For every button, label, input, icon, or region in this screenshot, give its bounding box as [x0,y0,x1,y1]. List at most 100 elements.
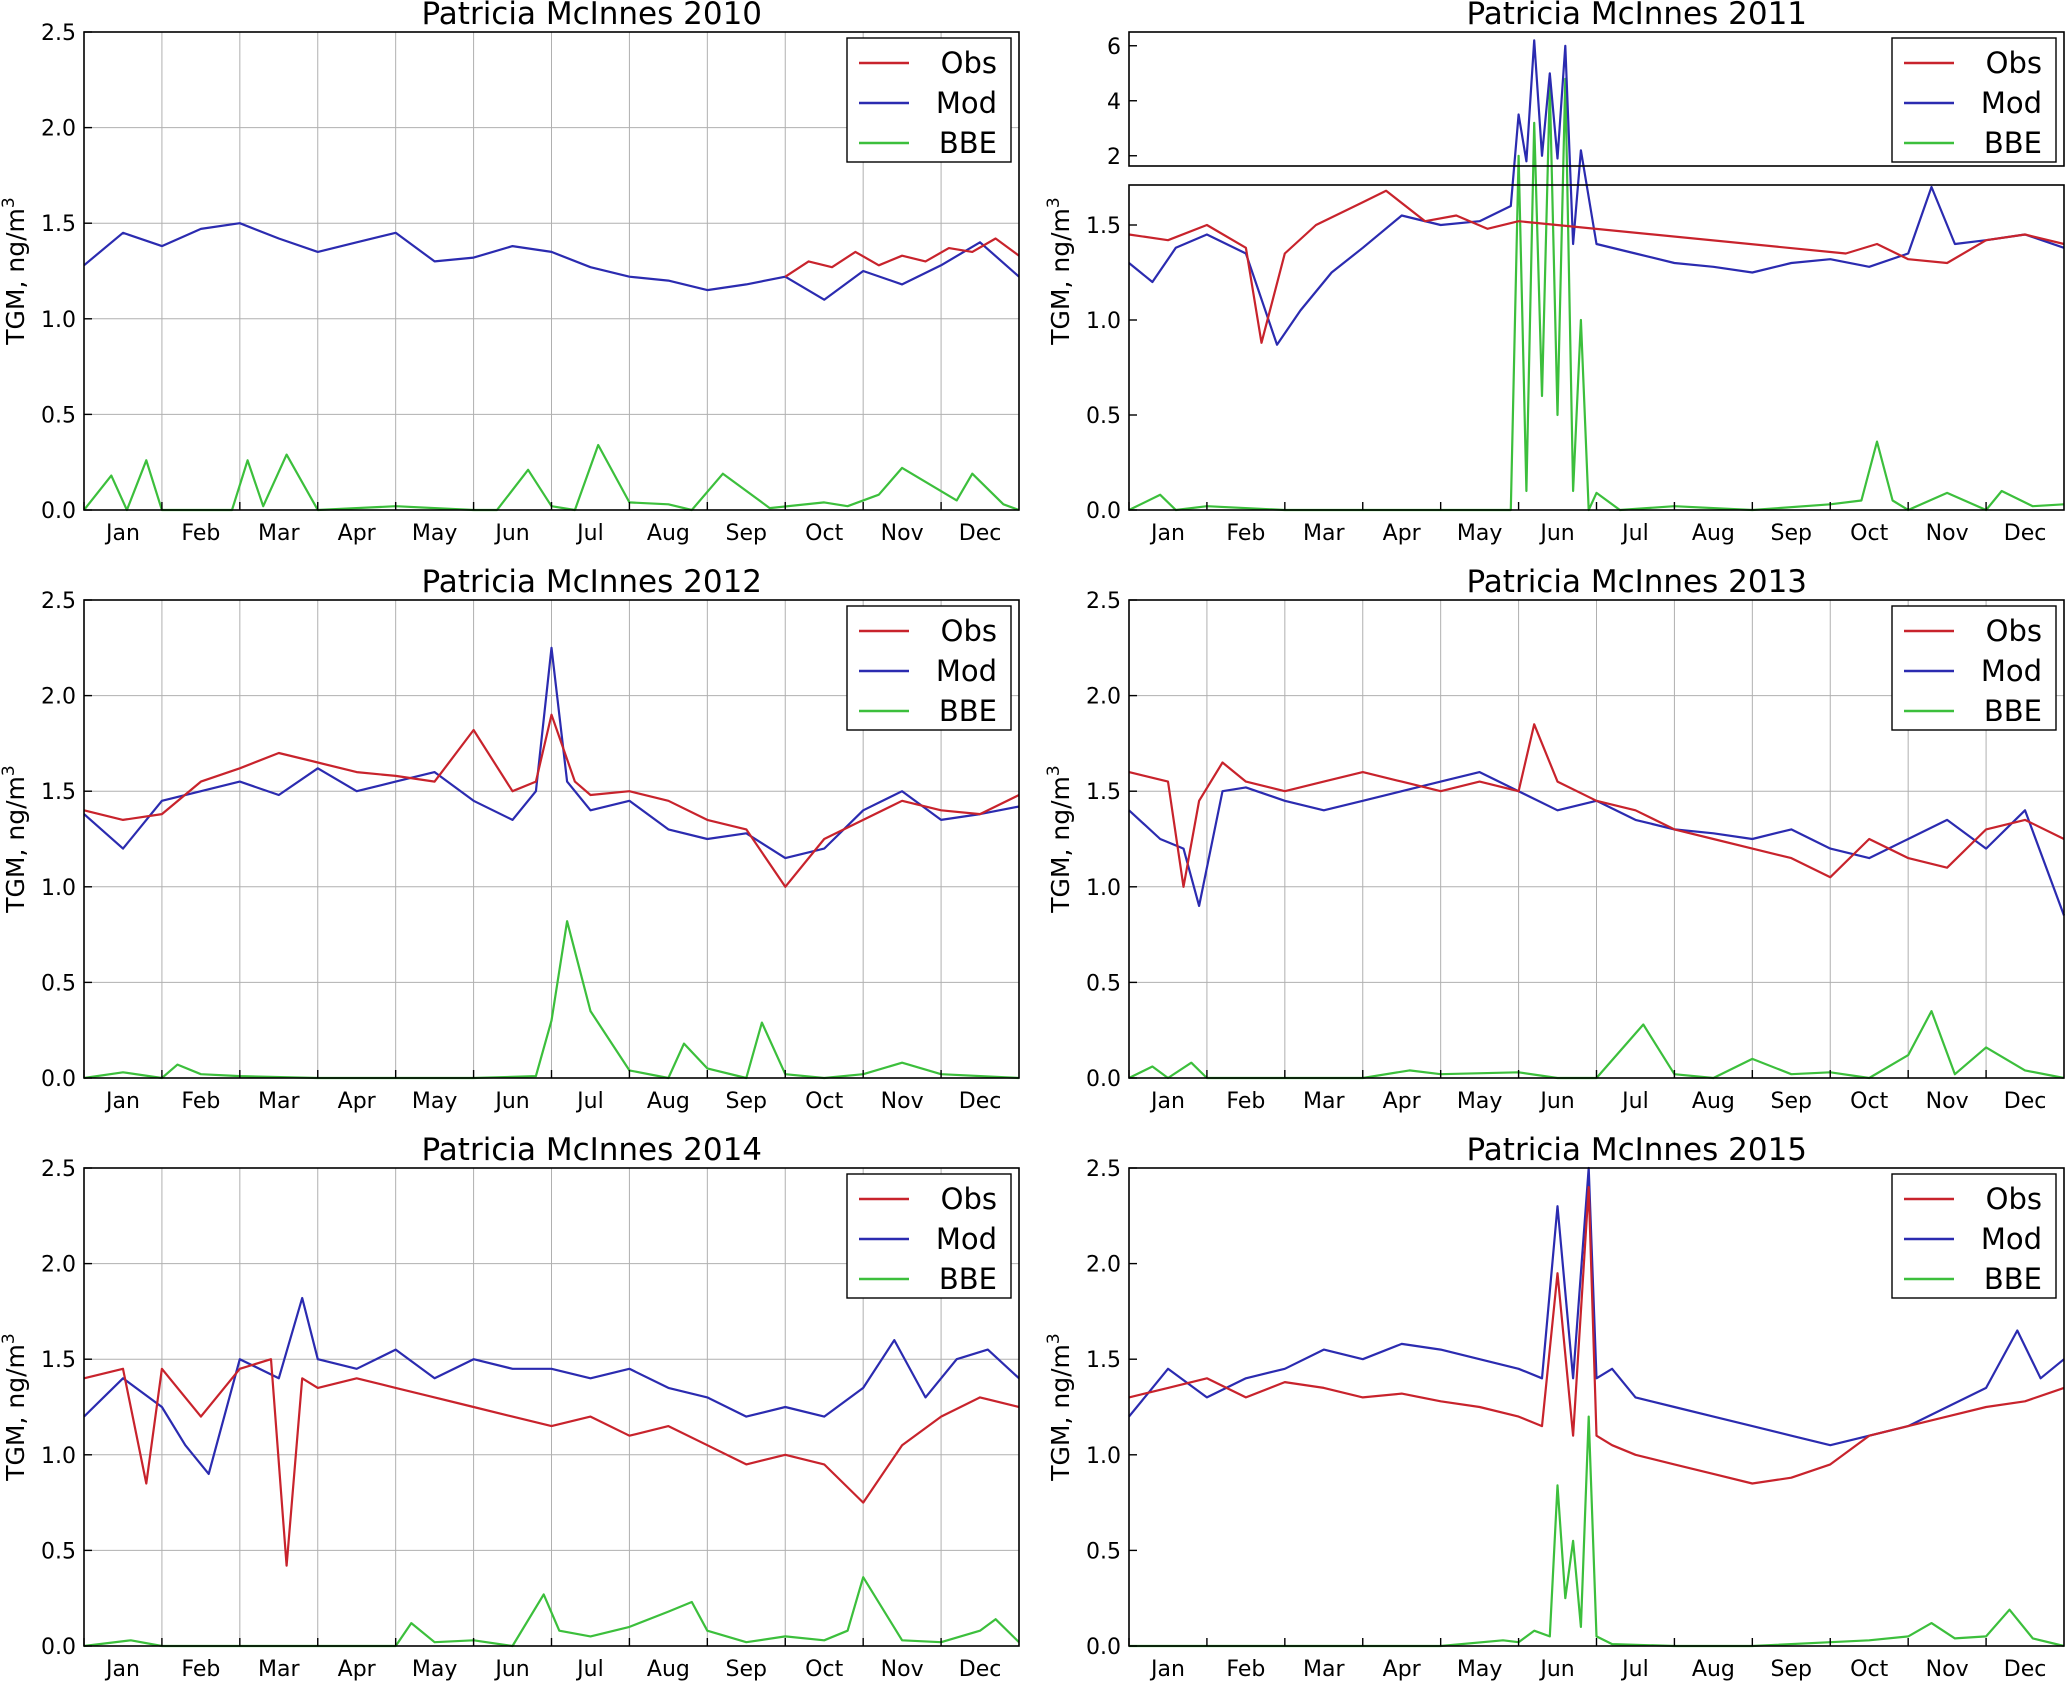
y-tick-label: 0.5 [41,1539,76,1564]
series-bbe [1129,1415,2065,1648]
y-tick-label: 1.5 [41,780,76,805]
x-tick-label: Sep [1771,1657,1812,1682]
y-tick-label: 2.0 [1086,685,1121,710]
x-tick-label: Oct [805,1089,843,1114]
panel-2013: Patricia McInnes 2013 0.0 0.5 1.0 1.5 2.0 2.5… [1044,564,2066,1114]
x-tick-label: Apr [1383,1657,1422,1682]
x-tick-label: Jun [493,1657,529,1682]
y-tick-label: 1.5 [41,1348,76,1373]
x-tick-label: Apr [1383,521,1422,546]
x-tick-label: Jan [1149,1089,1185,1114]
y-tick-label: 1.5 [1086,1348,1121,1373]
series-mod [1128,39,2065,346]
legend-label-mod: Mod [1981,1222,2042,1256]
x-tick-label: Jun [493,1089,529,1114]
legend-label-obs: Obs [941,1182,997,1216]
chart-title: Patricia McInnes 2011 [1467,0,1808,32]
y-tick-label: 1.0 [41,308,76,333]
legend-label-mod: Mod [936,86,997,120]
panel-2012: Patricia McInnes 2012 0.0 0.5 1.0 1.5 2.0 2.5… [0,564,1020,1114]
chart-title: Patricia McInnes 2010 [422,0,763,32]
y-tick-label: 0.5 [41,971,76,996]
y-axis-label: TGM, ng/m3 [1044,1333,1075,1481]
x-tick-label: Mar [258,1089,300,1114]
y-axis-label: TGM, ng/m3 [1044,765,1075,913]
x-tick-label: Nov [881,1089,924,1114]
legend-label-bbe: BBE [1984,126,2042,160]
x-tick-label: Feb [1226,1657,1265,1682]
legend: Obs Mod BBE [846,37,1012,163]
y-tick-label: 0.0 [41,1635,76,1660]
x-tick-label: Jun [1538,521,1574,546]
y-tick-label: 1.0 [1086,309,1121,334]
x-tick-label: Jul [1620,1089,1649,1114]
axis-frame-upper [1128,31,2065,167]
x-tick-label: Feb [181,1089,220,1114]
x-tick-label: Apr [338,521,377,546]
series-obs [1128,1186,2065,1485]
chart-title: Patricia McInnes 2015 [1467,1132,1808,1168]
x-tick-label: Apr [338,1657,377,1682]
x-tick-label: Feb [181,521,220,546]
x-tick-label: Nov [881,1657,924,1682]
x-tick-label: Oct [1850,1089,1888,1114]
legend-label-bbe: BBE [939,694,997,728]
x-tick-label: Jun [1538,1089,1574,1114]
x-tick-label: Mar [258,1657,300,1682]
series-mod [1128,1166,2065,1447]
x-tick-label: Oct [805,521,843,546]
panel-2015: Patricia McInnes 2015 0.0 0.5 1.0 1.5 2.0 2.5… [1044,1132,2065,1682]
y-axis-label-sup: 3 [1044,765,1064,776]
y-tick-label: 0.0 [41,499,76,524]
legend-box [846,37,1012,163]
legend: Obs Mod BBE [1891,1173,2057,1299]
series-mod [83,1296,1020,1475]
y-tick-label: 1.0 [41,876,76,901]
legend-label-mod: Mod [936,1222,997,1256]
series-obs [1128,189,2065,344]
x-tick-label: Aug [1692,1657,1735,1682]
x-tick-label: Oct [805,1657,843,1682]
x-tick-label: Sep [1771,1089,1812,1114]
series-mod [1128,771,2066,916]
y-axis-label-sup: 3 [0,1333,19,1344]
x-tick-label: Sep [726,1089,767,1114]
y-tick-label: 0.0 [41,1067,76,1092]
y-tick-label: 2.5 [1086,589,1121,614]
x-tick-label: Jul [575,1657,604,1682]
x-tick-label: Dec [959,521,1002,546]
x-tick-label: Aug [1692,521,1735,546]
legend-label-obs: Obs [1986,1182,2042,1216]
y-tick-label: 1.0 [1086,876,1121,901]
y-tick-label: 0.5 [1086,404,1121,429]
legend-box [1891,37,2057,163]
x-tick-label: Feb [1226,521,1265,546]
x-tick-label: Aug [647,1089,690,1114]
legend: Obs Mod BBE [1891,605,2057,731]
y-tick-label: 1.5 [41,212,76,237]
y-tick-label: 0.0 [1086,1635,1121,1660]
y-axis-label: TGM, ng/m3 [0,765,30,913]
series-mod [83,646,1020,860]
x-tick-label: Sep [726,1657,767,1682]
y-tick-label: 2.5 [41,21,76,46]
panel-2014: Patricia McInnes 2014 0.0 0.5 1.0 1.5 2.0 2.5… [0,1132,1020,1682]
x-tick-label: Oct [1850,1657,1888,1682]
legend-label-obs: Obs [1986,46,2042,80]
y-tick-label: 0.0 [1086,1067,1121,1092]
legend: Obs Mod BBE [846,1173,1012,1299]
legend-box [1891,605,2057,731]
x-tick-label: Jul [575,1089,604,1114]
chart-title: Patricia McInnes 2014 [422,1132,763,1168]
x-tick-label: Nov [1926,1089,1969,1114]
legend-label-bbe: BBE [1984,694,2042,728]
y-tick-label: 1.5 [1086,780,1121,805]
x-tick-label: Nov [1926,1657,1969,1682]
x-tick-label: Jan [104,1657,140,1682]
y-axis-label-sup: 3 [1044,1333,1064,1344]
y-tick-label: 2.0 [41,1253,76,1278]
legend: Obs Mod BBE [1891,37,2057,163]
legend-label-obs: Obs [941,614,997,648]
x-tick-label: Dec [2004,1089,2047,1114]
y-tick-label: 0.5 [1086,971,1121,996]
